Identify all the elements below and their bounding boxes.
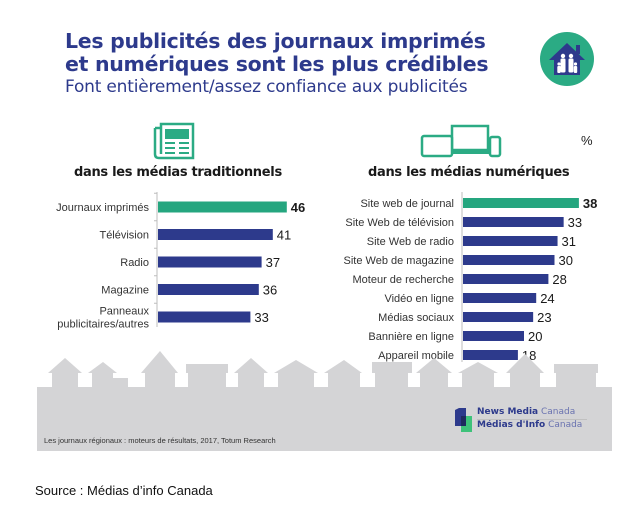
bar-2 xyxy=(158,256,262,268)
category-label: Radio xyxy=(120,257,149,269)
category-label: Site Web de magazine xyxy=(344,255,454,267)
digital-media-chart: 38 Site web de journal 33 Site Web de télév… xyxy=(344,196,598,363)
value-label: 33 xyxy=(568,215,582,230)
value-label: 28 xyxy=(552,272,566,287)
bar-7 xyxy=(463,331,524,341)
logo-line1-light: Canada xyxy=(540,407,576,417)
category-label: Site Web de télévision xyxy=(345,217,454,229)
logo-line1-bold: News Media xyxy=(477,407,539,417)
category-label: publicitaires/autres xyxy=(57,319,149,331)
value-label: 46 xyxy=(291,200,305,215)
logo-line2-bold: Médias d'Info xyxy=(477,420,546,430)
digital-media-heading: dans les médias numériques xyxy=(368,165,570,180)
infographic-title: Les publicités des journaux imprimés et … xyxy=(65,29,489,76)
category-label: Site Web de radio xyxy=(367,236,454,248)
bar-0 xyxy=(158,201,287,213)
subtitle: Font entièrement/assez confiance aux pub… xyxy=(65,77,468,97)
value-label: 24 xyxy=(540,291,554,306)
title-line-1: Les publicités des journaux imprimés xyxy=(65,29,486,53)
value-label: 31 xyxy=(562,234,576,249)
bar-8 xyxy=(463,350,518,360)
category-label: Bannière en ligne xyxy=(368,331,454,343)
bar-3 xyxy=(158,284,259,295)
value-label: 37 xyxy=(266,255,280,270)
bar-4 xyxy=(158,311,251,323)
logo-wordmark: News Media Canada Médias d'Info Canada xyxy=(477,406,582,432)
news-media-canada-logo xyxy=(455,407,473,438)
value-label: 30 xyxy=(559,253,573,268)
source-caption: Source : Médias d’info Canada xyxy=(35,483,213,498)
category-label: Médias sociaux xyxy=(378,312,454,324)
traditional-media-heading: dans les médias traditionnels xyxy=(74,165,282,180)
bar-3 xyxy=(463,255,555,265)
category-label: Moteur de recherche xyxy=(353,274,455,286)
footnote: Les journaux régionaux : moteurs de résu… xyxy=(44,436,276,445)
bar-6 xyxy=(463,312,534,322)
value-label: 36 xyxy=(263,283,277,298)
newspaper-icon xyxy=(149,120,197,165)
title-line-2: et numériques sont les plus crédibles xyxy=(65,52,489,76)
bar-0 xyxy=(463,198,579,208)
category-label: Journaux imprimés xyxy=(56,202,149,214)
bar-4 xyxy=(463,274,549,284)
bar-1 xyxy=(463,217,564,227)
house-family-icon xyxy=(540,32,594,86)
category-label: Télévision xyxy=(99,230,149,242)
logo-divider xyxy=(477,419,587,420)
category-label: Panneaux xyxy=(99,306,149,318)
value-label: 33 xyxy=(254,310,268,325)
value-label: 41 xyxy=(277,228,291,243)
logo-line2-light: Canada xyxy=(548,420,583,430)
category-label: Vidéo en ligne xyxy=(384,293,454,305)
value-label: 38 xyxy=(583,196,597,211)
category-label: Site web de journal xyxy=(360,198,454,210)
bar-2 xyxy=(463,236,558,246)
devices-icon xyxy=(420,124,504,163)
value-label: 23 xyxy=(537,310,551,325)
category-label: Magazine xyxy=(101,285,149,297)
bar-5 xyxy=(463,293,537,303)
unit-label: % xyxy=(581,133,593,148)
bar-1 xyxy=(158,229,273,240)
value-label: 20 xyxy=(528,329,542,344)
traditional-media-chart: 46 Journaux imprimés 41 Télévision 37 Radio 36… xyxy=(56,192,305,331)
